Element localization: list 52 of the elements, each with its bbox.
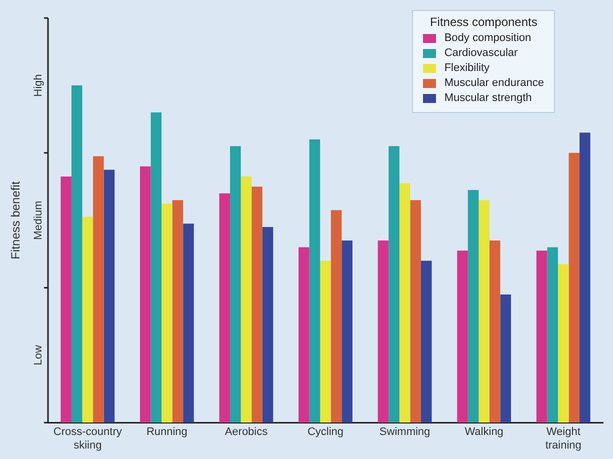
legend-label: Body composition bbox=[444, 31, 532, 46]
bar bbox=[82, 216, 94, 423]
x-tick-label: Cross-country skiing bbox=[53, 426, 122, 452]
legend-label: Cardiovascular bbox=[444, 46, 518, 61]
bar bbox=[330, 210, 342, 423]
bar bbox=[71, 85, 82, 423]
bar bbox=[60, 176, 72, 423]
x-tick-label: Aerobics bbox=[224, 426, 268, 438]
bar bbox=[388, 146, 400, 423]
bar bbox=[342, 240, 352, 423]
bar bbox=[547, 247, 558, 423]
x-tick-label: Running bbox=[146, 426, 188, 438]
y-axis-title: Fitness benefit bbox=[8, 180, 22, 260]
bar bbox=[162, 203, 172, 423]
bar bbox=[558, 264, 569, 423]
bar bbox=[500, 294, 512, 423]
bar bbox=[104, 170, 115, 423]
x-tick-label: Cycling bbox=[307, 426, 344, 438]
bar bbox=[252, 186, 262, 423]
bar bbox=[298, 247, 310, 423]
text: High bbox=[32, 74, 45, 97]
legend-label: Muscular strength bbox=[444, 91, 532, 106]
bar bbox=[399, 183, 410, 423]
bar bbox=[309, 139, 320, 423]
bar bbox=[140, 166, 151, 423]
x-tick-label: Walking bbox=[464, 426, 504, 438]
legend-title: Fitness components bbox=[428, 15, 538, 29]
bar bbox=[457, 250, 468, 423]
bar bbox=[183, 224, 194, 423]
bar bbox=[420, 260, 432, 423]
bar bbox=[536, 250, 548, 423]
bar bbox=[568, 152, 580, 423]
bar bbox=[410, 200, 421, 423]
bar bbox=[230, 146, 241, 423]
bar bbox=[478, 200, 490, 423]
text: Low bbox=[32, 345, 45, 366]
bar bbox=[219, 193, 230, 423]
bar bbox=[240, 176, 252, 423]
bar bbox=[93, 156, 104, 423]
legend-label: Flexibility bbox=[444, 61, 490, 76]
bar bbox=[378, 240, 389, 423]
legend-label: Muscular endurance bbox=[444, 76, 544, 91]
bar bbox=[320, 260, 331, 423]
bar bbox=[262, 227, 274, 423]
bar bbox=[468, 190, 479, 423]
bar bbox=[489, 240, 500, 423]
bar bbox=[172, 200, 184, 423]
bar bbox=[580, 132, 590, 423]
x-tick-label: Swimming bbox=[379, 426, 430, 438]
x-tick-label: Weight training bbox=[545, 426, 582, 452]
bar bbox=[150, 112, 162, 423]
text: Medium bbox=[32, 200, 45, 240]
